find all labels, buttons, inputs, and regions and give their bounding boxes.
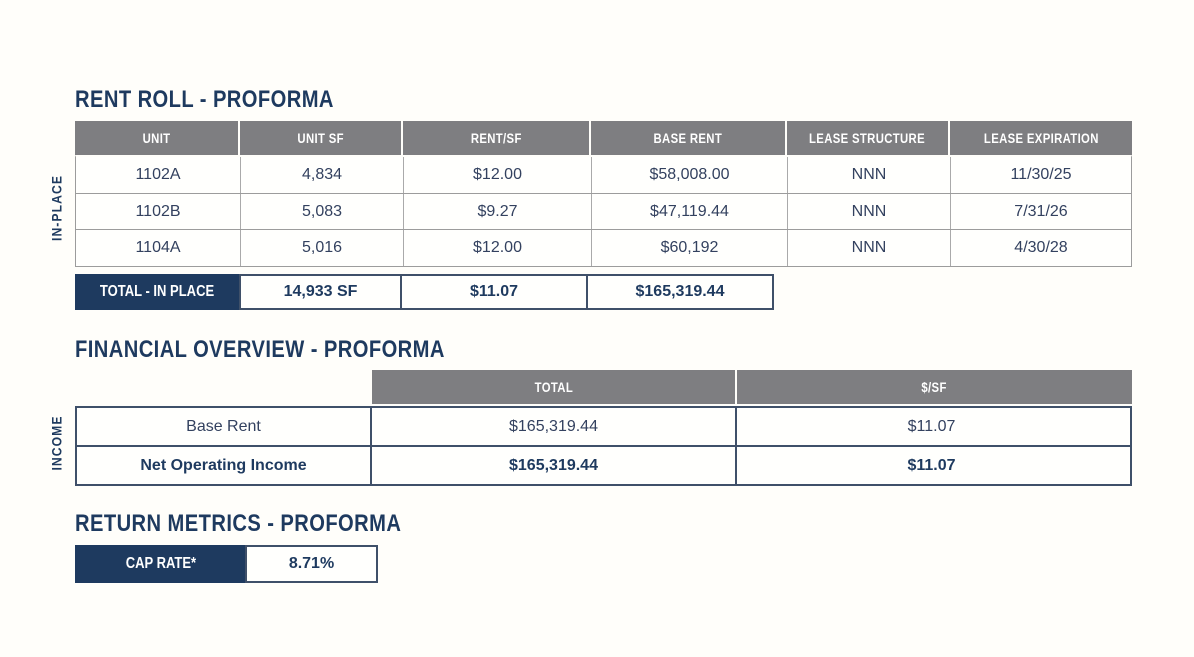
- unit-cell: 1102A: [76, 157, 241, 193]
- base-rent-cell: $47,119.44: [592, 193, 788, 230]
- column-header-base-rent: BASE RENT: [591, 121, 787, 155]
- column-header-lease-structure: LEASE STRUCTURE: [787, 121, 950, 155]
- income-item-total: $165,319.44: [372, 447, 737, 484]
- total-rent-sf: $11.07: [400, 274, 588, 310]
- unit-cell: 1104A: [76, 230, 241, 267]
- column-header-unit: UNIT: [75, 121, 240, 155]
- income-item-label: Base Rent: [77, 408, 372, 445]
- column-header-unit-sf: UNIT SF: [240, 121, 403, 155]
- rent-sf-cell: $12.00: [404, 157, 592, 193]
- lease-structure-cell: NNN: [788, 193, 951, 230]
- rent-roll-title-text: RENT ROLL - PROFORMA: [75, 86, 334, 113]
- table-row: 1102A 4,834 $12.00 $58,008.00 NNN 11/30/…: [76, 157, 1131, 194]
- in-place-side-label: IN-PLACE: [49, 174, 65, 242]
- table-row: 1102B 5,083 $9.27 $47,119.44 NNN 7/31/26: [76, 193, 1131, 231]
- column-header-total: TOTAL: [372, 370, 737, 404]
- column-header-blank: [75, 370, 372, 404]
- income-item-per-sf: $11.07: [907, 417, 956, 435]
- unit-sf-cell: 4,834: [241, 157, 404, 193]
- financial-overview-table: TOTAL $/SF Base Rent $165,319.44 $11.07 …: [75, 370, 1132, 486]
- lease-expiration-cell: 4/30/28: [1014, 239, 1068, 257]
- rent-roll-body: 1102A 4,834 $12.00 $58,008.00 NNN 11/30/…: [75, 155, 1132, 268]
- income-side-label: INCOME: [49, 415, 65, 471]
- lease-expiration-cell: 11/30/25: [1010, 165, 1072, 183]
- total-in-place-row: TOTAL - IN PLACE 14,933 SF $11.07 $165,3…: [75, 274, 774, 310]
- income-item-per-sf: $11.07: [907, 456, 956, 474]
- rent-roll-table: UNIT UNIT SF RENT/SF BASE RENT LEASE STR…: [75, 121, 1132, 268]
- cap-rate-value: 8.71%: [245, 545, 378, 583]
- rent-sf-cell: $12.00: [404, 230, 592, 267]
- total-unit-sf: 14,933 SF: [239, 274, 402, 310]
- financial-overview-header-row: TOTAL $/SF: [75, 370, 1132, 404]
- financial-overview-title-text: FINANCIAL OVERVIEW - PROFORMA: [75, 336, 445, 363]
- unit-cell: 1102B: [76, 193, 241, 230]
- table-row: Base Rent $165,319.44 $11.07: [77, 408, 1130, 447]
- rent-roll-title: RENT ROLL - PROFORMA: [75, 86, 383, 114]
- table-row: Net Operating Income $165,319.44 $11.07: [77, 447, 1130, 484]
- income-item-label: Net Operating Income: [77, 447, 372, 484]
- return-metrics-title-text: RETURN METRICS - PROFORMA: [75, 510, 402, 537]
- cap-rate-row: CAP RATE* 8.71%: [75, 545, 378, 583]
- income-item-total: $165,319.44: [372, 408, 737, 445]
- lease-structure-cell: NNN: [788, 230, 951, 267]
- rent-sf-cell: $9.27: [404, 193, 592, 230]
- lease-structure-cell: NNN: [788, 157, 951, 193]
- table-row: 1104A 5,016 $12.00 $60,192 NNN 4/30/28: [76, 230, 1131, 267]
- base-rent-cell: $58,008.00: [592, 157, 788, 193]
- cap-rate-label: CAP RATE*: [75, 545, 247, 583]
- column-header-lease-expiration: LEASE EXPIRATION: [983, 130, 1099, 146]
- financial-overview-title: FINANCIAL OVERVIEW - PROFORMA: [75, 336, 515, 364]
- column-header-per-sf: $/SF: [737, 370, 1132, 404]
- unit-sf-cell: 5,083: [241, 193, 404, 230]
- financial-overview-body: Base Rent $165,319.44 $11.07 Net Operati…: [75, 406, 1132, 486]
- base-rent-cell: $60,192: [592, 230, 788, 267]
- return-metrics-title: RETURN METRICS - PROFORMA: [75, 510, 463, 538]
- total-in-place-label: TOTAL - IN PLACE: [75, 274, 239, 310]
- lease-expiration-cell: 7/31/26: [1014, 202, 1068, 220]
- rent-roll-header-row: UNIT UNIT SF RENT/SF BASE RENT LEASE STR…: [75, 121, 1132, 155]
- column-header-rent-sf: RENT/SF: [403, 121, 591, 155]
- total-base-rent: $165,319.44: [586, 274, 774, 310]
- unit-sf-cell: 5,016: [241, 230, 404, 267]
